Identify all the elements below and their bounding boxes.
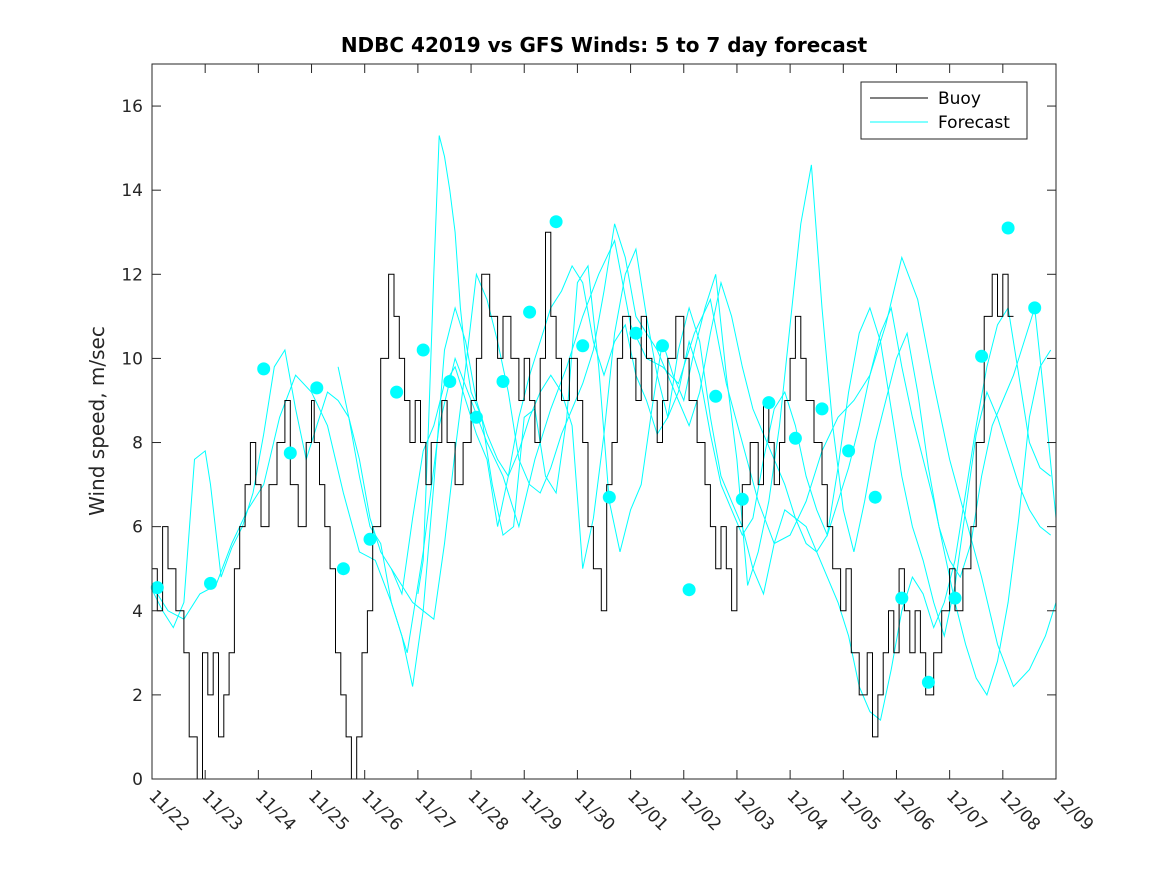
forecast-marker bbox=[257, 362, 271, 376]
forecast-marker bbox=[895, 591, 909, 605]
forecast-marker bbox=[682, 583, 696, 597]
forecast-marker bbox=[363, 532, 377, 546]
y-tick-label: 14 bbox=[121, 181, 143, 201]
forecast-marker bbox=[656, 339, 669, 353]
forecast-marker bbox=[416, 343, 430, 357]
legend-forecast-label: Forecast bbox=[938, 113, 1010, 133]
y-tick-label: 16 bbox=[121, 97, 143, 117]
forecast-marker bbox=[975, 349, 989, 363]
forecast-line bbox=[337, 247, 1052, 687]
y-tick-label: 12 bbox=[121, 265, 143, 285]
chart-title: NDBC 42019 vs GFS Winds: 5 to 7 day fore… bbox=[341, 33, 868, 57]
y-tick-label: 8 bbox=[132, 434, 143, 454]
forecast-marker bbox=[576, 339, 590, 353]
forecast-marker bbox=[390, 385, 404, 399]
y-tick-label: 0 bbox=[132, 770, 143, 790]
forecast-marker bbox=[469, 410, 483, 424]
forecast-markers-group bbox=[150, 215, 1042, 689]
forecast-marker bbox=[1001, 221, 1015, 235]
forecast-marker bbox=[842, 444, 856, 458]
forecast-marker bbox=[602, 490, 616, 504]
plot-area bbox=[152, 64, 1056, 779]
forecast-marker bbox=[629, 326, 643, 340]
y-tick-label: 4 bbox=[132, 602, 143, 622]
legend-buoy-label: Buoy bbox=[938, 89, 981, 109]
forecast-marker bbox=[762, 396, 776, 410]
forecast-marker bbox=[523, 305, 537, 319]
forecast-marker bbox=[921, 675, 935, 689]
forecast-marker bbox=[204, 576, 217, 590]
forecast-marker bbox=[948, 591, 962, 605]
y-axis-label: Wind speed, m/sec bbox=[85, 326, 109, 516]
forecast-marker bbox=[336, 562, 350, 576]
forecast-line bbox=[151, 264, 1052, 721]
forecast-marker bbox=[150, 581, 164, 595]
forecast-marker bbox=[788, 431, 802, 445]
y-axis-ticks: 0 2 4 6 8 10 12 14 16 bbox=[121, 97, 1056, 790]
buoy-line bbox=[152, 231, 1014, 780]
axes-box bbox=[151, 63, 1057, 780]
legend-box bbox=[860, 81, 1028, 140]
forecast-marker bbox=[310, 381, 324, 395]
forecast-marker bbox=[1028, 301, 1042, 315]
forecast-marker bbox=[496, 375, 510, 388]
forecast-marker bbox=[283, 446, 297, 460]
forecast-marker bbox=[549, 215, 563, 229]
forecast-marker bbox=[868, 490, 882, 504]
y-tick-label: 2 bbox=[132, 686, 143, 706]
forecast-marker bbox=[815, 402, 829, 416]
forecast-marker bbox=[735, 492, 749, 506]
forecast-marker bbox=[709, 389, 723, 403]
forecast-line bbox=[151, 238, 1057, 688]
y-tick-label: 10 bbox=[121, 349, 143, 369]
y-tick-label: 6 bbox=[132, 518, 143, 538]
forecast-marker bbox=[443, 375, 457, 388]
legend: Buoy Forecast bbox=[860, 81, 1028, 140]
buoy-series-group bbox=[152, 231, 1014, 780]
